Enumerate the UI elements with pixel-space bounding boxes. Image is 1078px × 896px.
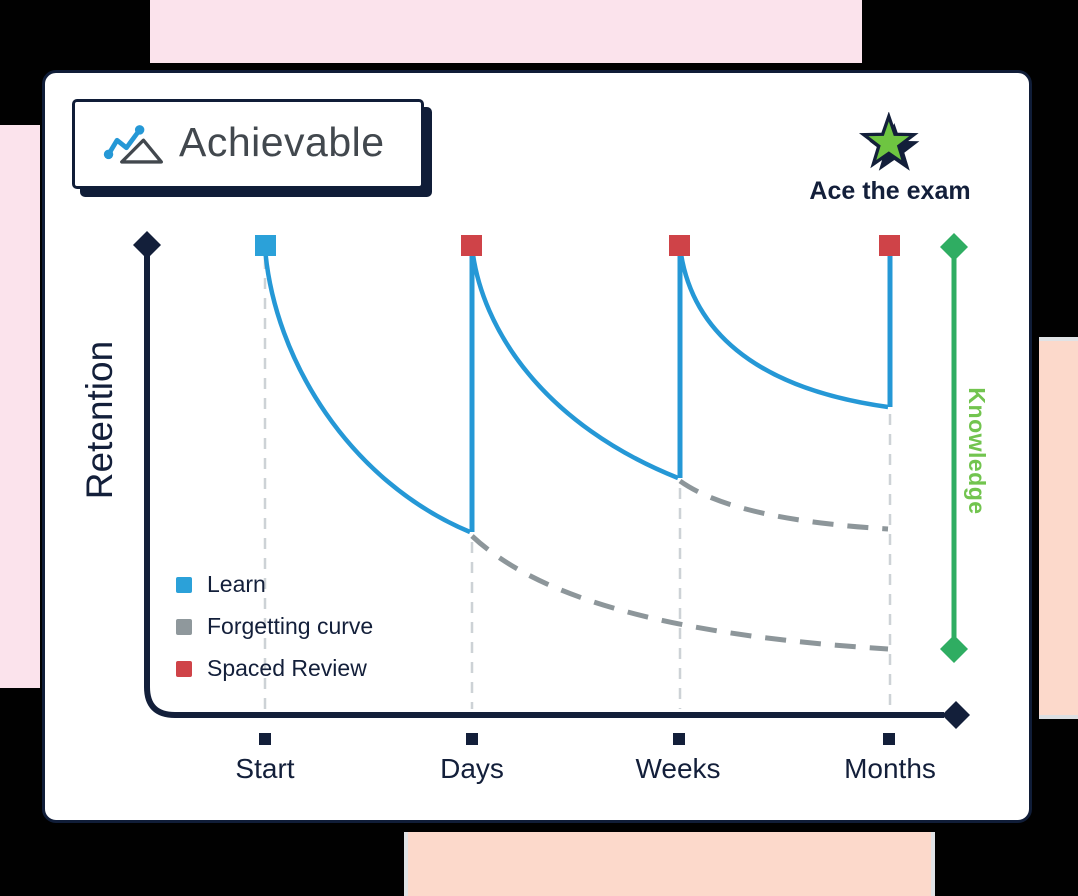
learn-curve-2 [469, 246, 679, 481]
star-icon [858, 111, 924, 178]
learn-curve-1 [262, 247, 471, 535]
learn-marker [255, 235, 276, 256]
tick-weeks [673, 733, 685, 745]
forgetting-curve-swatch-icon [176, 618, 192, 635]
x-axis-arrow-diamond [942, 701, 970, 729]
learn-swatch-icon [176, 576, 192, 593]
x-tick-label-months: Months [844, 753, 936, 784]
y-axis-arrow-diamond [133, 231, 161, 259]
x-tick-label-days: Days [440, 753, 504, 784]
review-marker-weeks [669, 235, 690, 256]
x-tick-label-weeks: Weeks [635, 753, 721, 784]
legend-item-forgetting-curve: Forgetting curve [176, 613, 373, 640]
tick-months [883, 733, 895, 745]
x-tick-label-start: Start [235, 753, 295, 784]
accent-rect-right [1039, 337, 1078, 719]
axes [144, 245, 944, 718]
accent-rect-left [0, 125, 40, 688]
accent-rect-top [150, 0, 862, 63]
knowledge-diamond-top [940, 233, 968, 261]
review-marker-days [461, 235, 482, 256]
tick-days [466, 733, 478, 745]
legend-label: Spaced Review [207, 655, 367, 681]
y-axis-label: Retention [79, 340, 120, 500]
legend-item-spaced-review: Spaced Review [176, 655, 373, 682]
forgetting-curve-weeks [678, 478, 889, 532]
spaced-review-swatch-icon [176, 660, 192, 677]
legend-label: Learn [207, 571, 266, 597]
review-marker-months [879, 235, 900, 256]
legend: Learn Forgetting curve Spaced Review [176, 571, 373, 682]
forgetting-curve-days [470, 534, 889, 652]
tagline: Ace the exam [809, 177, 971, 205]
right-axis-label: Knowledge [964, 387, 990, 515]
learn-curve-3 [677, 246, 889, 410]
legend-item-learn: Learn [176, 571, 373, 598]
line-chart-logo-icon [101, 119, 167, 169]
achievable-logo: Achievable [72, 99, 424, 189]
tick-start [259, 733, 271, 745]
logo-wordmark: Achievable [179, 118, 385, 165]
accent-rect-bottom [404, 832, 935, 896]
chart-card [42, 70, 1032, 823]
knowledge-diamond-bottom [940, 635, 968, 663]
legend-label: Forgetting curve [207, 613, 374, 639]
